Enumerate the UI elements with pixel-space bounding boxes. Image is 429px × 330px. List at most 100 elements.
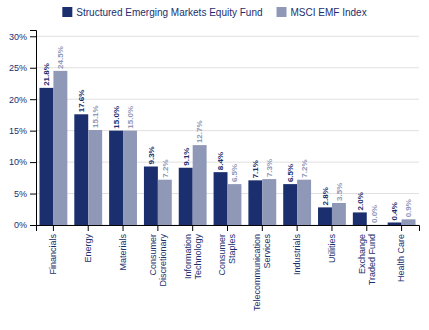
data-label: 7.2% (300, 159, 309, 177)
tick-mark (30, 162, 36, 163)
tick-mark (30, 131, 36, 132)
bars (39, 71, 415, 225)
bar (262, 179, 276, 225)
axis-line (30, 31, 37, 226)
tick: 30% (9, 32, 36, 42)
tick-label: ExchangeTraded Fund (357, 234, 377, 285)
data-label: 0.9% (404, 199, 413, 217)
data-label: 8.4% (216, 152, 225, 170)
bar (402, 219, 416, 225)
data-label: 7.2% (161, 159, 170, 177)
legend: Structured Emerging Markets Equity FundM… (62, 7, 366, 18)
bar (39, 88, 53, 225)
bar (193, 145, 207, 225)
tick-label: ConsumerStaples (217, 234, 237, 276)
data-label: 7.1% (251, 160, 260, 178)
tick-label: Health Care (396, 234, 406, 282)
tick: Utilities (327, 225, 337, 263)
bar (228, 184, 242, 225)
bar (74, 114, 88, 225)
data-label: 12.7% (195, 120, 204, 143)
tick-label: 10% (9, 157, 27, 167)
tick: Health Care (396, 225, 406, 282)
data-label: 24.5% (56, 46, 65, 69)
legend-label: MSCI EMF Index (291, 7, 367, 18)
tick: TelecommunicationServices (252, 225, 272, 311)
tick-mark (297, 225, 298, 231)
bar (283, 184, 297, 225)
grid-line (36, 36, 419, 37)
legend-swatch (277, 7, 287, 17)
tick-mark (401, 225, 402, 231)
bar (123, 131, 137, 225)
data-label: 15.0% (112, 106, 121, 129)
tick: ConsumerDiscretionary (148, 225, 168, 287)
tick-mark (157, 225, 158, 231)
tick-mark (192, 225, 193, 231)
tick: Energy (83, 225, 93, 263)
tick-label: 20% (9, 95, 27, 105)
tick-mark (331, 225, 332, 231)
tick: 25% (9, 63, 36, 73)
bar (353, 212, 367, 225)
tick: 10% (9, 157, 36, 167)
tick-mark (262, 225, 263, 231)
tick: ConsumerStaples (217, 225, 237, 276)
tick-mark (123, 225, 124, 231)
tick-label: InformationTechnology (183, 234, 203, 280)
data-label: 2.8% (321, 187, 330, 205)
tick-label: 0% (14, 220, 27, 230)
tick-label: 25% (9, 63, 27, 73)
tick-mark (53, 225, 54, 231)
tick-label: ConsumerDiscretionary (148, 234, 168, 287)
data-label: 3.5% (335, 183, 344, 201)
tick-label: 15% (9, 126, 27, 136)
tick-mark (227, 225, 228, 231)
tick: Financials (48, 225, 58, 275)
grid (36, 36, 419, 225)
tick-mark (30, 99, 36, 100)
data-label: 0.4% (390, 202, 399, 220)
tick-label: Energy (83, 234, 93, 263)
tick-mark (30, 225, 36, 226)
bar (248, 180, 262, 225)
data-label: 6.5% (230, 164, 239, 182)
x-axis: Financials Energy Materials ConsumerDiscret… (37, 225, 420, 311)
data-label: 15.1% (91, 105, 100, 128)
tick: 0% (14, 220, 36, 230)
tick-label: 30% (9, 32, 27, 42)
data-label: 21.8% (42, 63, 51, 86)
bar (318, 207, 332, 225)
bar (158, 180, 172, 225)
data-label: 2.0% (356, 192, 365, 210)
tick-label: Utilities (327, 234, 337, 264)
tick-mark (30, 68, 36, 69)
data-label: 15.0% (126, 106, 135, 129)
grid-line (36, 99, 419, 100)
tick: Materials (118, 225, 128, 271)
data-label: 17.6% (77, 90, 86, 113)
tick: 20% (9, 95, 36, 105)
tick: 15% (9, 126, 36, 136)
tick-label: Materials (118, 234, 128, 271)
grid-line (36, 67, 419, 68)
data-label: 9.1% (182, 148, 191, 166)
tick-mark (88, 225, 89, 231)
bar (144, 167, 158, 226)
bar (214, 172, 228, 225)
tick-label: TelecommunicationServices (252, 234, 272, 312)
tick-mark (30, 36, 36, 37)
tick: 5% (14, 189, 36, 199)
tick: InformationTechnology (183, 225, 203, 280)
bar (332, 203, 346, 225)
tick-label: Financials (48, 234, 58, 275)
y-axis: 0% 5% 10% 15% 20% 25% 30% (9, 31, 37, 231)
tick-label: 5% (14, 189, 27, 199)
bar (179, 168, 193, 225)
data-labels: 21.8% 17.6% 15.0% 9.3% 9.1% 8.4% 7.1% 6.5% 2.8% 2… (42, 46, 413, 223)
data-label: 9.3% (147, 146, 156, 164)
plot: 21.8% 17.6% 15.0% 9.3% 9.1% 8.4% 7.1% 6.5% 2.8% 2… (9, 31, 420, 312)
legend-item: MSCI EMF Index (277, 7, 367, 18)
tick: Industrials (292, 225, 302, 275)
tick: ExchangeTraded Fund (357, 225, 377, 285)
